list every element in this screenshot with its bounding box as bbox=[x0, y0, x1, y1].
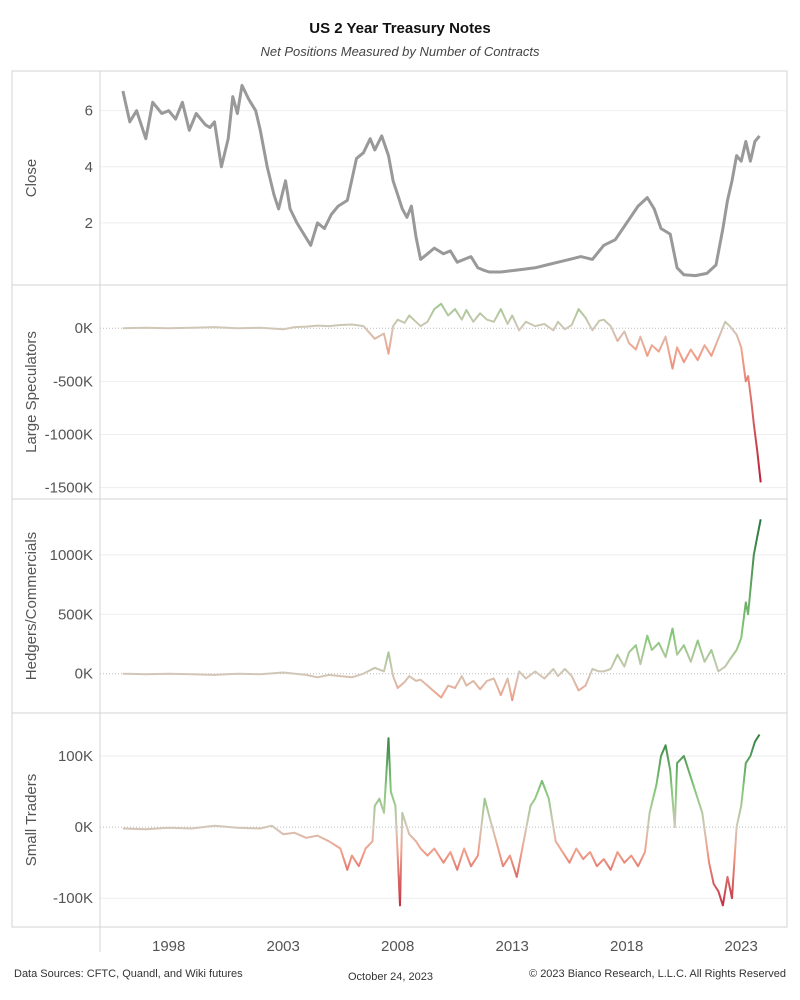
y-tick-label: 100K bbox=[58, 748, 93, 765]
y-tick-label: 2 bbox=[85, 215, 93, 232]
panel-frame bbox=[11, 498, 788, 714]
y-tick-label: 6 bbox=[85, 103, 93, 120]
x-axis: 1998 2003 2008 2013 2018 2023 bbox=[99, 71, 758, 955]
y-tick-label: 0K bbox=[75, 666, 93, 683]
panel-4: 100K 0K -100K Small Traders bbox=[11, 712, 788, 928]
x-tick-label: 2008 bbox=[381, 938, 414, 955]
y-tick-label: 4 bbox=[85, 159, 93, 176]
chart-title: US 2 Year Treasury Notes bbox=[309, 20, 491, 37]
series-line bbox=[121, 83, 761, 278]
x-tick-label: 2023 bbox=[725, 938, 758, 955]
series-line bbox=[122, 302, 762, 483]
y-axis-label: Hedgers/Commercials bbox=[23, 532, 40, 680]
series-line bbox=[122, 519, 762, 701]
y-axis-label: Large Speculators bbox=[23, 331, 40, 453]
y-tick-label: -1000K bbox=[45, 427, 93, 444]
panel-1: 2 4 6 Close bbox=[11, 70, 788, 286]
footer-copyright: © 2023 Bianco Research, L.L.C. All Right… bbox=[529, 968, 786, 980]
panel-frame bbox=[11, 712, 788, 928]
y-axis-label: Close bbox=[23, 159, 40, 197]
series-line bbox=[122, 734, 761, 907]
y-tick-label: 0K bbox=[75, 819, 93, 836]
panel-3: 0K 500K 1000K Hedgers/Commercials bbox=[11, 498, 788, 714]
y-tick-label: -500K bbox=[53, 373, 93, 390]
x-tick-label: 1998 bbox=[152, 938, 185, 955]
y-tick-label: -100K bbox=[53, 890, 93, 907]
y-tick-label: -1500K bbox=[45, 480, 93, 497]
y-tick-label: 500K bbox=[58, 606, 93, 623]
y-axis-label: Small Traders bbox=[23, 774, 40, 867]
x-tick-label: 2013 bbox=[496, 938, 529, 955]
x-tick-label: 2018 bbox=[610, 938, 643, 955]
footer-sources: Data Sources: CFTC, Quandl, and Wiki fut… bbox=[14, 968, 243, 980]
panel-frame bbox=[11, 284, 788, 500]
panel-2: 0K -500K -1000K -1500K Large Speculators bbox=[11, 284, 788, 500]
chart-subtitle: Net Positions Measured by Number of Cont… bbox=[260, 44, 540, 59]
x-tick-label: 2003 bbox=[267, 938, 300, 955]
y-tick-label: 1000K bbox=[50, 547, 93, 564]
panel-frame bbox=[11, 70, 788, 286]
footer-date: October 24, 2023 bbox=[348, 971, 434, 983]
y-tick-label: 0K bbox=[75, 320, 93, 337]
